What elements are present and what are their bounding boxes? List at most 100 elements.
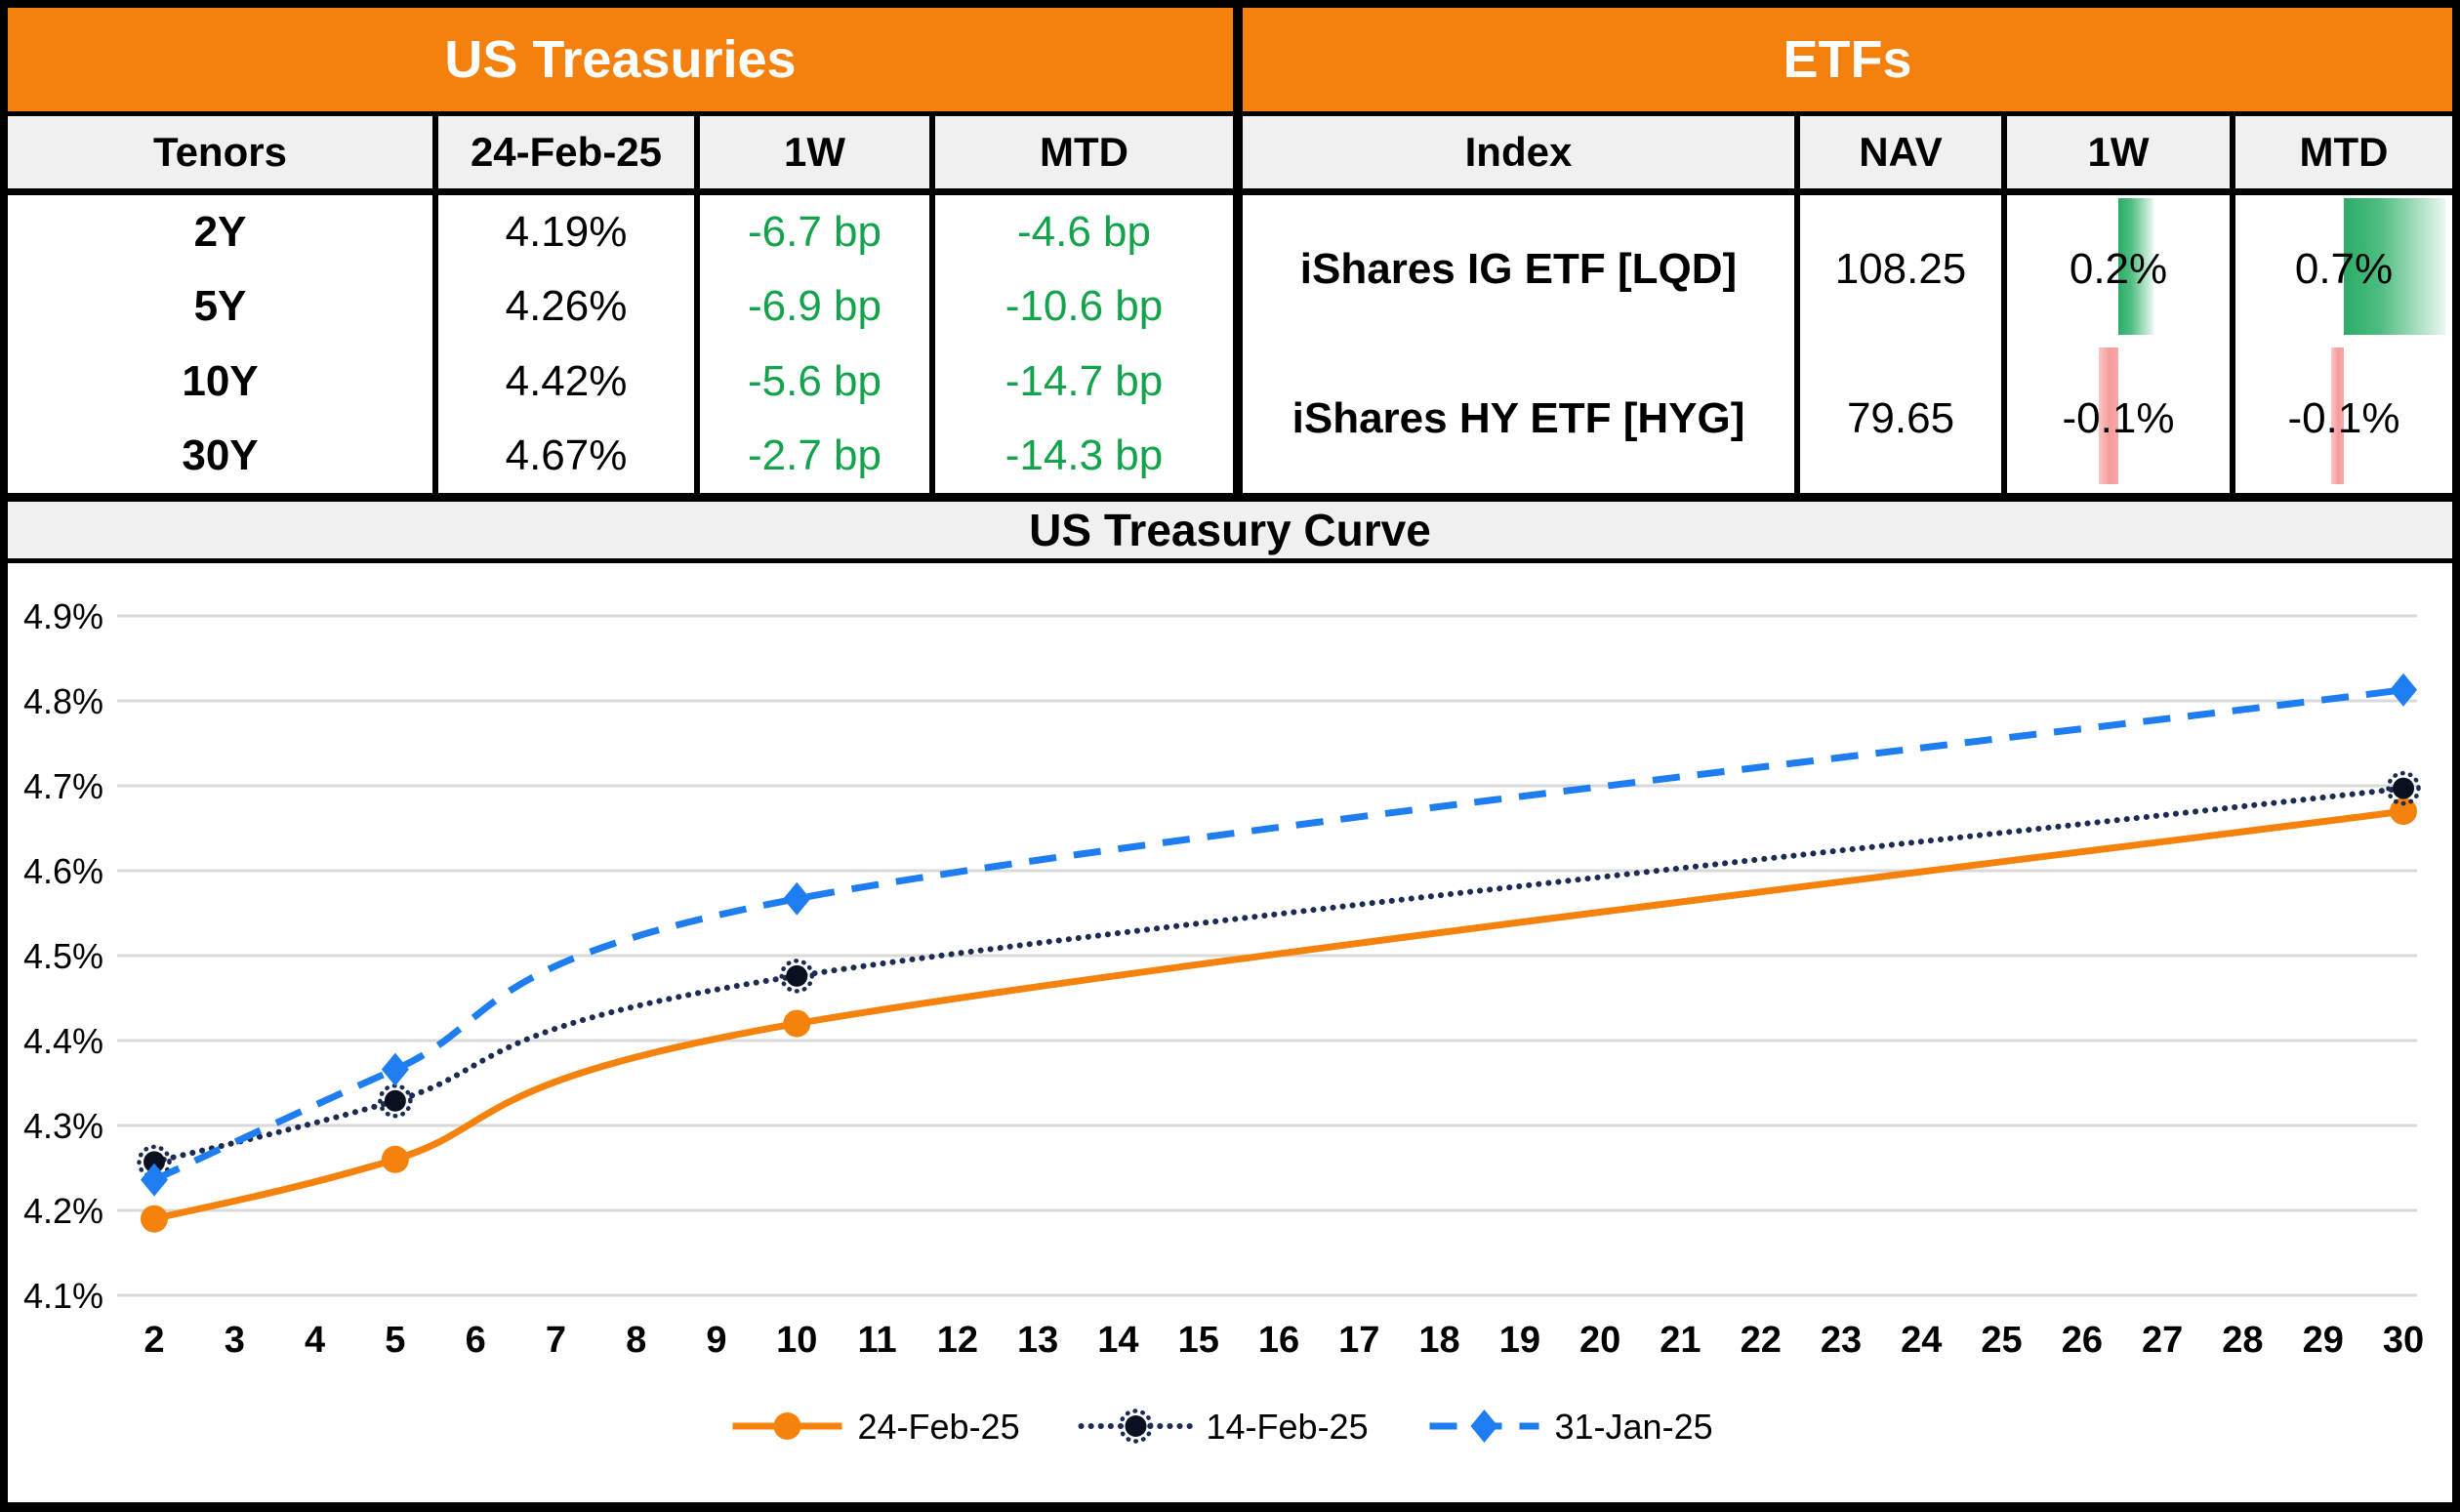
svg-text:20: 20 bbox=[1579, 1320, 1620, 1361]
treasuries-title: US Treasuries bbox=[8, 8, 1233, 116]
table-row: iShares IG ETF [LQD] 108.25 0.2% 0.7% bbox=[1243, 195, 2452, 345]
etf-mtd-cell: -0.1% bbox=[2230, 344, 2452, 493]
table-divider bbox=[1233, 8, 1243, 493]
svg-text:5: 5 bbox=[385, 1320, 405, 1361]
header-index: Index bbox=[1464, 129, 1573, 175]
table-row: 10Y 4.42% -5.6 bp -14.7 bp bbox=[8, 344, 1233, 419]
svg-text:6: 6 bbox=[466, 1320, 486, 1361]
svg-text:4.7%: 4.7% bbox=[23, 766, 103, 806]
svg-text:14-Feb-25: 14-Feb-25 bbox=[1207, 1407, 1369, 1447]
svg-text:7: 7 bbox=[546, 1320, 566, 1361]
etf-nav: 108.25 bbox=[1794, 195, 2001, 345]
data-bar bbox=[2118, 198, 2153, 336]
svg-text:9: 9 bbox=[706, 1320, 726, 1361]
table-row: iShares HY ETF [HYG] 79.65 -0.1% -0.1% bbox=[1243, 344, 2452, 493]
svg-text:24-Feb-25: 24-Feb-25 bbox=[858, 1407, 1020, 1447]
header-mtd: MTD bbox=[929, 116, 1233, 188]
1w-change: -5.6 bp bbox=[694, 344, 929, 419]
svg-text:21: 21 bbox=[1660, 1320, 1701, 1361]
svg-text:25: 25 bbox=[1981, 1320, 2022, 1361]
etfs-header-row: Index NAV 1W MTD bbox=[1243, 116, 2452, 195]
1w-change: -2.7 bp bbox=[694, 418, 929, 493]
svg-text:14: 14 bbox=[1097, 1320, 1138, 1361]
header-1w: 1W bbox=[2001, 116, 2230, 188]
svg-text:28: 28 bbox=[2222, 1320, 2263, 1361]
etf-1w-cell: 0.2% bbox=[2001, 195, 2230, 345]
header-mtd: MTD bbox=[2230, 116, 2452, 188]
svg-text:16: 16 bbox=[1258, 1320, 1299, 1361]
table-row: 30Y 4.67% -2.7 bp -14.3 bp bbox=[8, 418, 1233, 493]
svg-text:13: 13 bbox=[1017, 1320, 1058, 1361]
svg-text:29: 29 bbox=[2303, 1320, 2344, 1361]
svg-text:4.2%: 4.2% bbox=[23, 1191, 103, 1231]
tenor-label: 10Y bbox=[182, 356, 259, 405]
tenor-label: 5Y bbox=[193, 282, 247, 331]
mtd-change: -14.7 bp bbox=[929, 344, 1233, 419]
data-bar bbox=[2344, 198, 2446, 336]
mtd-change: -14.3 bp bbox=[929, 418, 1233, 493]
treasury-curve-chart: 4.9% 4.8% 4.7% 4.6% 4.5% 4.4% 4.3% 4.2% 4.1% 2 3 4 5… bbox=[8, 563, 2452, 1484]
etf-mtd-cell: 0.7% bbox=[2230, 195, 2452, 345]
svg-text:3: 3 bbox=[225, 1320, 245, 1361]
header-1w: 1W bbox=[694, 116, 929, 188]
rate-value: 4.67% bbox=[432, 418, 694, 493]
chart-title: US Treasury Curve bbox=[8, 493, 2452, 563]
svg-text:10: 10 bbox=[776, 1320, 817, 1361]
treasuries-table: US Treasuries Tenors 24-Feb-25 1W MTD 2Y… bbox=[8, 8, 1233, 493]
svg-text:4.5%: 4.5% bbox=[23, 936, 103, 976]
svg-text:19: 19 bbox=[1499, 1320, 1540, 1361]
treasuries-header-row: Tenors 24-Feb-25 1W MTD bbox=[8, 116, 1233, 195]
data-bar bbox=[2099, 347, 2118, 484]
data-bar bbox=[2331, 347, 2344, 484]
svg-text:4.8%: 4.8% bbox=[23, 681, 103, 721]
svg-text:2: 2 bbox=[144, 1320, 164, 1361]
etfs-body: iShares IG ETF [LQD] 108.25 0.2% 0.7% iS… bbox=[1243, 195, 2452, 493]
treasuries-body: 2Y 4.19% -6.7 bp -4.6 bp 5Y 4.26% -6.9 b… bbox=[8, 195, 1233, 493]
svg-text:8: 8 bbox=[626, 1320, 646, 1361]
etfs-title: ETFs bbox=[1243, 8, 2452, 116]
etf-1w-value: -0.1% bbox=[2062, 393, 2175, 442]
header-tenors: Tenors bbox=[153, 129, 287, 175]
svg-text:30: 30 bbox=[2383, 1320, 2424, 1361]
svg-text:18: 18 bbox=[1418, 1320, 1459, 1361]
svg-text:4.9%: 4.9% bbox=[23, 596, 103, 636]
tenor-label: 30Y bbox=[182, 430, 259, 479]
mtd-change: -10.6 bp bbox=[929, 269, 1233, 345]
tenor-label: 2Y bbox=[193, 208, 247, 257]
etfs-table: ETFs Index NAV 1W MTD iShares IG ETF [LQ… bbox=[1243, 8, 2452, 493]
mtd-change: -4.6 bp bbox=[929, 195, 1233, 270]
svg-text:11: 11 bbox=[857, 1320, 896, 1361]
rate-value: 4.42% bbox=[432, 344, 694, 419]
svg-text:15: 15 bbox=[1178, 1320, 1219, 1361]
svg-text:4.3%: 4.3% bbox=[23, 1106, 103, 1146]
etf-name: iShares HY ETF [HYG] bbox=[1292, 393, 1745, 442]
summary-tables: US Treasuries Tenors 24-Feb-25 1W MTD 2Y… bbox=[8, 8, 2452, 493]
svg-text:23: 23 bbox=[1821, 1320, 1862, 1361]
rate-value: 4.26% bbox=[432, 269, 694, 345]
svg-text:26: 26 bbox=[2062, 1320, 2103, 1361]
etf-1w-cell: -0.1% bbox=[2001, 344, 2230, 493]
svg-text:4.6%: 4.6% bbox=[23, 851, 103, 891]
table-row: 5Y 4.26% -6.9 bp -10.6 bp bbox=[8, 269, 1233, 345]
svg-text:24: 24 bbox=[1901, 1320, 1942, 1361]
treasury-curve-svg: 4.9%4.8%4.7%4.6%4.5%4.4%4.3%4.2%4.1%2 3 4 5… bbox=[23, 596, 2424, 1447]
svg-text:12: 12 bbox=[937, 1320, 978, 1361]
header-nav: NAV bbox=[1794, 116, 2001, 188]
svg-text:4.4%: 4.4% bbox=[23, 1021, 103, 1061]
svg-text:17: 17 bbox=[1338, 1320, 1379, 1361]
header-date: 24-Feb-25 bbox=[432, 116, 694, 188]
table-row: 2Y 4.19% -6.7 bp -4.6 bp bbox=[8, 195, 1233, 270]
etf-name: iShares IG ETF [LQD] bbox=[1299, 245, 1738, 294]
svg-text:31-Jan-25: 31-Jan-25 bbox=[1555, 1407, 1713, 1447]
svg-text:22: 22 bbox=[1741, 1320, 1782, 1361]
1w-change: -6.7 bp bbox=[694, 195, 929, 270]
etf-mtd-value: -0.1% bbox=[2287, 393, 2400, 442]
etf-nav: 79.65 bbox=[1794, 344, 2001, 493]
etf-1w-value: 0.2% bbox=[2069, 245, 2168, 294]
svg-text:27: 27 bbox=[2142, 1320, 2183, 1361]
rate-value: 4.19% bbox=[432, 195, 694, 270]
etf-mtd-value: 0.7% bbox=[2294, 245, 2394, 294]
svg-text:4.1%: 4.1% bbox=[23, 1276, 103, 1316]
1w-change: -6.9 bp bbox=[694, 269, 929, 345]
